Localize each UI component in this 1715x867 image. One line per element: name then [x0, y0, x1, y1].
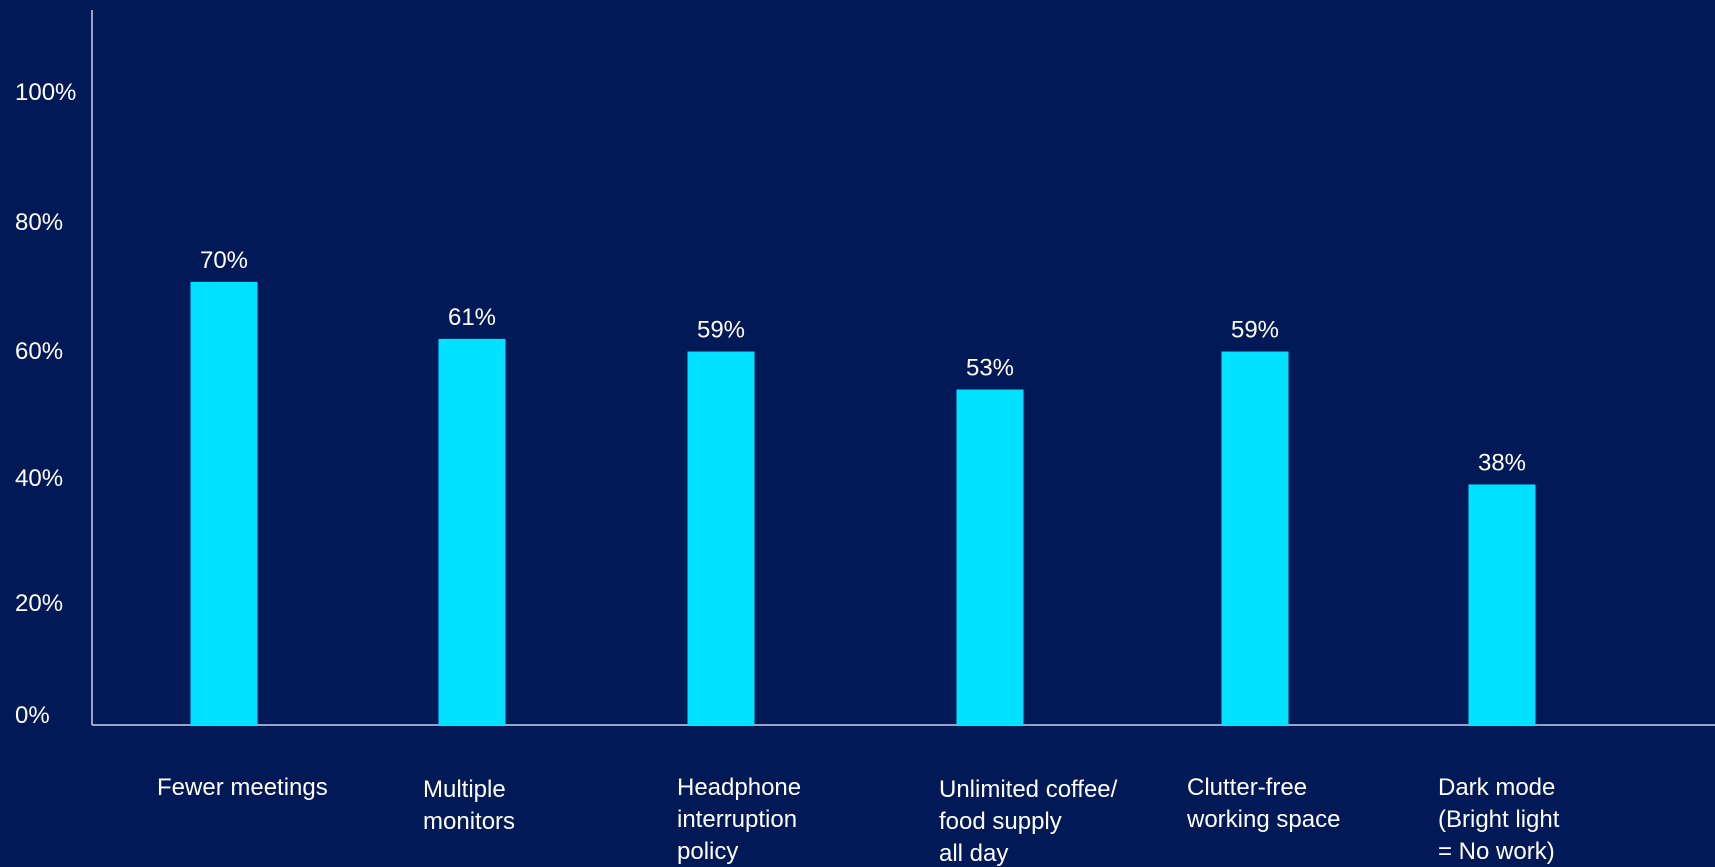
y-tick-label: 100%: [15, 79, 76, 106]
category-label: Clutter-free working space: [1186, 774, 1340, 833]
category-label: Fewer meetings: [157, 774, 328, 801]
bar: [190, 281, 258, 725]
y-tick-labels: 0% 20% 40% 60% 80% 100%: [15, 79, 76, 729]
category-label-line: monitors: [423, 808, 515, 835]
y-tick-label: 60%: [15, 338, 63, 365]
y-tick-label: 20%: [15, 590, 63, 617]
category-label: Dark mode (Bright light = No work): [1438, 774, 1560, 865]
category-label: Headphone interruption policy: [677, 774, 801, 865]
bar-value-label: 59%: [697, 317, 745, 344]
data-labels: 70% 61% 59% 53% 59% 38%: [200, 247, 1526, 477]
bar-value-label: 53%: [966, 355, 1014, 382]
category-label-line: policy: [677, 838, 738, 865]
category-label-line: Unlimited coffee/: [939, 776, 1118, 803]
bar: [956, 389, 1024, 725]
category-label-line: all day: [939, 840, 1008, 867]
bar-value-label: 70%: [200, 247, 248, 274]
bars: [190, 281, 1536, 725]
category-label-line: interruption: [677, 806, 797, 833]
category-label-line: food supply: [939, 808, 1062, 835]
category-label: Unlimited coffee/food supply all day: [939, 776, 1118, 867]
y-tick-label: 80%: [15, 209, 63, 236]
category-label-line: Clutter-free: [1187, 774, 1307, 801]
bar: [1221, 351, 1289, 725]
category-label-line: (Bright light: [1438, 806, 1560, 833]
category-label-line: Headphone: [677, 774, 801, 801]
bar-value-label: 61%: [448, 304, 496, 331]
bar: [438, 338, 506, 725]
category-labels: Fewer meetings Multiple monitors Headphone i…: [157, 774, 1560, 867]
bar: [1468, 484, 1536, 725]
category-label-line: working space: [1186, 806, 1340, 833]
category-label-line: Dark mode: [1438, 774, 1555, 801]
bar: [687, 351, 755, 725]
category-label-line: Fewer meetings: [157, 774, 328, 801]
category-label-line: Multiple: [423, 776, 506, 803]
category-label: Multiple monitors: [423, 776, 515, 835]
y-tick-label: 0%: [15, 702, 50, 729]
category-label-line: = No work): [1438, 838, 1555, 865]
bar-value-label: 59%: [1231, 317, 1279, 344]
y-tick-label: 40%: [15, 465, 63, 492]
bar-value-label: 38%: [1478, 449, 1526, 476]
